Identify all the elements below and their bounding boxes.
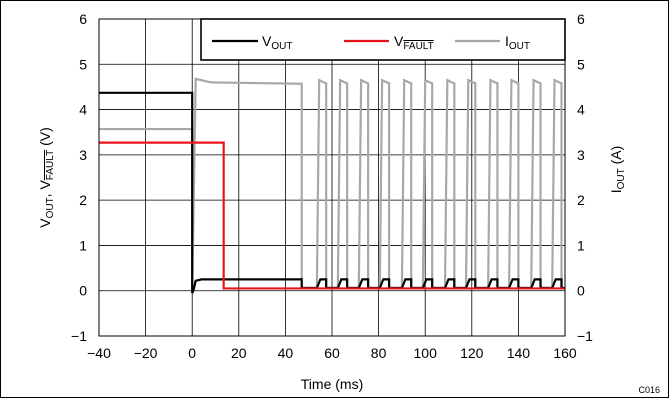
y-tick-label-left: 0 xyxy=(79,283,87,299)
y-tick-label-right: −1 xyxy=(577,328,593,344)
legend-box xyxy=(200,18,566,61)
x-tick-label: 120 xyxy=(460,345,484,361)
x-tick-label: 80 xyxy=(371,345,387,361)
legend-label-vfault: VFAULT xyxy=(394,33,434,52)
x-tick-label: 40 xyxy=(278,345,294,361)
y-tick-label-right: 1 xyxy=(577,237,585,253)
y-tick-label-right: 4 xyxy=(577,102,585,118)
tick-labels: −40 −20 0 20 40 60 80 100 120 140 160−10123456−101… xyxy=(71,11,593,361)
legend-label-iout: IOUT xyxy=(505,33,530,52)
y-tick-label-left: 2 xyxy=(79,192,87,208)
legend-label-vout: VOUT xyxy=(262,33,292,52)
y-tick-label-right: 2 xyxy=(577,192,585,208)
y-tick-label-right: 0 xyxy=(577,283,585,299)
y-tick-label-right: 3 xyxy=(577,147,585,163)
x-tick-label: 0 xyxy=(188,345,196,361)
y-axis-label-right: IOUT (A) xyxy=(608,146,627,194)
y-tick-label-left: 4 xyxy=(79,102,87,118)
y-tick-label-left: −1 xyxy=(71,328,87,344)
y-tick-label-right: 5 xyxy=(577,56,585,72)
x-tick-label: 60 xyxy=(324,345,340,361)
figure-id: C016 xyxy=(638,385,660,395)
x-tick-label: −40 xyxy=(87,345,111,361)
series-lines xyxy=(99,77,565,294)
x-tick-label: 20 xyxy=(231,345,247,361)
y-tick-label-left: 5 xyxy=(79,56,87,72)
y-tick-label-left: 6 xyxy=(79,11,87,27)
y-tick-label-left: 3 xyxy=(79,147,87,163)
x-tick-label: −20 xyxy=(134,345,158,361)
y-tick-label-right: 6 xyxy=(577,11,585,27)
x-tick-label: 100 xyxy=(414,345,438,361)
x-axis-label: Time (ms) xyxy=(301,376,363,392)
y-axis-label-left: VOUT, VFAULT (V) xyxy=(37,127,56,228)
x-tick-label: 140 xyxy=(507,345,531,361)
y-tick-label-left: 1 xyxy=(79,237,87,253)
legend: VOUT VFAULT IOUT xyxy=(200,18,566,61)
series-line-vfault xyxy=(99,141,565,290)
x-tick-label: 160 xyxy=(553,345,577,361)
